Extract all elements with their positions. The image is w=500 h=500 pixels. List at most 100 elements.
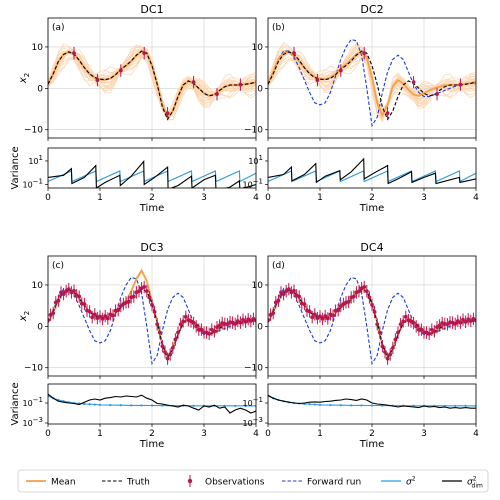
observation-point <box>292 288 296 293</box>
sigma2-line-marker <box>454 404 457 407</box>
observation-point <box>318 314 322 319</box>
sigma2-line-marker <box>88 403 91 406</box>
x-axis-label: Time <box>359 203 384 214</box>
observation-point <box>338 68 343 73</box>
observation-point <box>118 68 123 73</box>
observation-point <box>414 324 419 329</box>
observation-point <box>199 327 204 332</box>
observation-point <box>367 295 372 300</box>
observation-point <box>302 302 307 306</box>
sigma2-line-marker <box>234 404 237 407</box>
observation-point <box>435 92 439 97</box>
observation-point <box>155 322 160 327</box>
panel-label: (c) <box>52 261 64 271</box>
observation-point <box>178 322 183 327</box>
sigma2-line-marker <box>308 403 311 406</box>
observation-point <box>388 352 393 357</box>
truth-line <box>48 50 256 121</box>
observation-point <box>61 292 66 296</box>
y-axis-label: x2 <box>18 73 31 84</box>
y-tick-label: 10−1 <box>242 396 263 408</box>
legend-item-truth: Truth <box>102 478 150 488</box>
observation-point <box>160 344 165 349</box>
x-tick-label: 3 <box>421 429 427 439</box>
observation-point <box>48 318 50 323</box>
observation-point <box>241 317 245 322</box>
observation-point <box>297 294 302 299</box>
legend-box <box>17 469 489 493</box>
variance-y-axis-label: Variance <box>10 382 21 425</box>
forward-run-line <box>268 38 476 128</box>
observations <box>72 46 243 120</box>
y-tick-label: −10 <box>24 126 43 136</box>
observation-point <box>336 308 341 313</box>
observation-point <box>163 350 167 354</box>
observation-point <box>238 82 243 87</box>
observation-point <box>152 309 157 314</box>
legend: Mean Truth Observations Forward run σ2 σ2 dim <box>17 469 489 493</box>
observation-point <box>116 308 121 313</box>
variance-panel: 10−3 10−1 0 1 2 3 4 Time <box>242 383 479 450</box>
x-tick-label: 2 <box>149 193 155 203</box>
observation-point <box>95 78 100 82</box>
observation-point <box>142 51 147 56</box>
observation-point <box>323 314 328 318</box>
observation-point <box>131 294 136 299</box>
sigma2-line-marker <box>313 403 316 406</box>
observation-point <box>370 302 374 307</box>
observation-point <box>458 320 463 325</box>
observation-point <box>212 329 217 334</box>
sigma2-line-marker <box>98 403 102 406</box>
observation-point <box>292 51 296 56</box>
sigma2-line-marker <box>161 404 164 407</box>
sigma2-line-marker <box>244 404 247 407</box>
observation-point <box>176 330 180 335</box>
y-tick-label: 0 <box>37 322 43 332</box>
observation-point <box>375 322 380 327</box>
variance-plot-area <box>48 393 256 414</box>
panel-dc3: DC3 (c) −10 0 10 x2 10−3 10−1 0 1 2 3 4 Time Variance <box>10 241 259 450</box>
panel-title: DC2 <box>360 3 383 16</box>
ensemble-member <box>268 46 476 115</box>
truth-line <box>48 288 256 359</box>
observation-point <box>377 330 382 335</box>
observation-point <box>315 78 320 82</box>
observation-point <box>92 312 97 317</box>
sigma2-line-marker <box>83 402 86 406</box>
x-tick-label: 3 <box>201 193 207 203</box>
y-tick-label: 10−1 <box>22 396 43 408</box>
observation-point <box>393 337 398 342</box>
observation-point <box>233 321 238 326</box>
y-tick-label: 10 <box>32 43 44 53</box>
observation-point <box>325 316 330 321</box>
observation-point <box>380 344 385 349</box>
legend-item-forward: Forward run <box>282 478 361 488</box>
observation-point <box>105 316 110 321</box>
y-tick-label: −10 <box>24 364 43 374</box>
observation-point <box>191 80 196 85</box>
y-tick-label: 10−3 <box>22 416 43 428</box>
y-tick-label: 10 <box>32 281 44 291</box>
observation-point <box>320 316 325 321</box>
observation-point <box>87 309 92 314</box>
y-tick-label: 0 <box>37 84 43 94</box>
observation-point <box>411 321 416 325</box>
sigma2-line-marker <box>223 404 226 407</box>
observation-point <box>157 330 162 335</box>
observation-point <box>191 321 196 325</box>
observation-point <box>362 51 367 56</box>
panel-label: (b) <box>272 23 285 33</box>
observation-point <box>254 318 256 323</box>
observation-point <box>276 298 281 303</box>
observation-point <box>207 331 212 336</box>
sigma2-line-marker <box>350 404 353 407</box>
sigma2-line-marker <box>150 404 154 407</box>
panel-label: (d) <box>272 261 285 271</box>
observation-point <box>284 289 289 294</box>
observation-point <box>144 289 149 294</box>
sigma2-line-marker <box>412 404 415 407</box>
legend-label: Mean <box>51 478 76 488</box>
observation-point <box>362 285 367 289</box>
